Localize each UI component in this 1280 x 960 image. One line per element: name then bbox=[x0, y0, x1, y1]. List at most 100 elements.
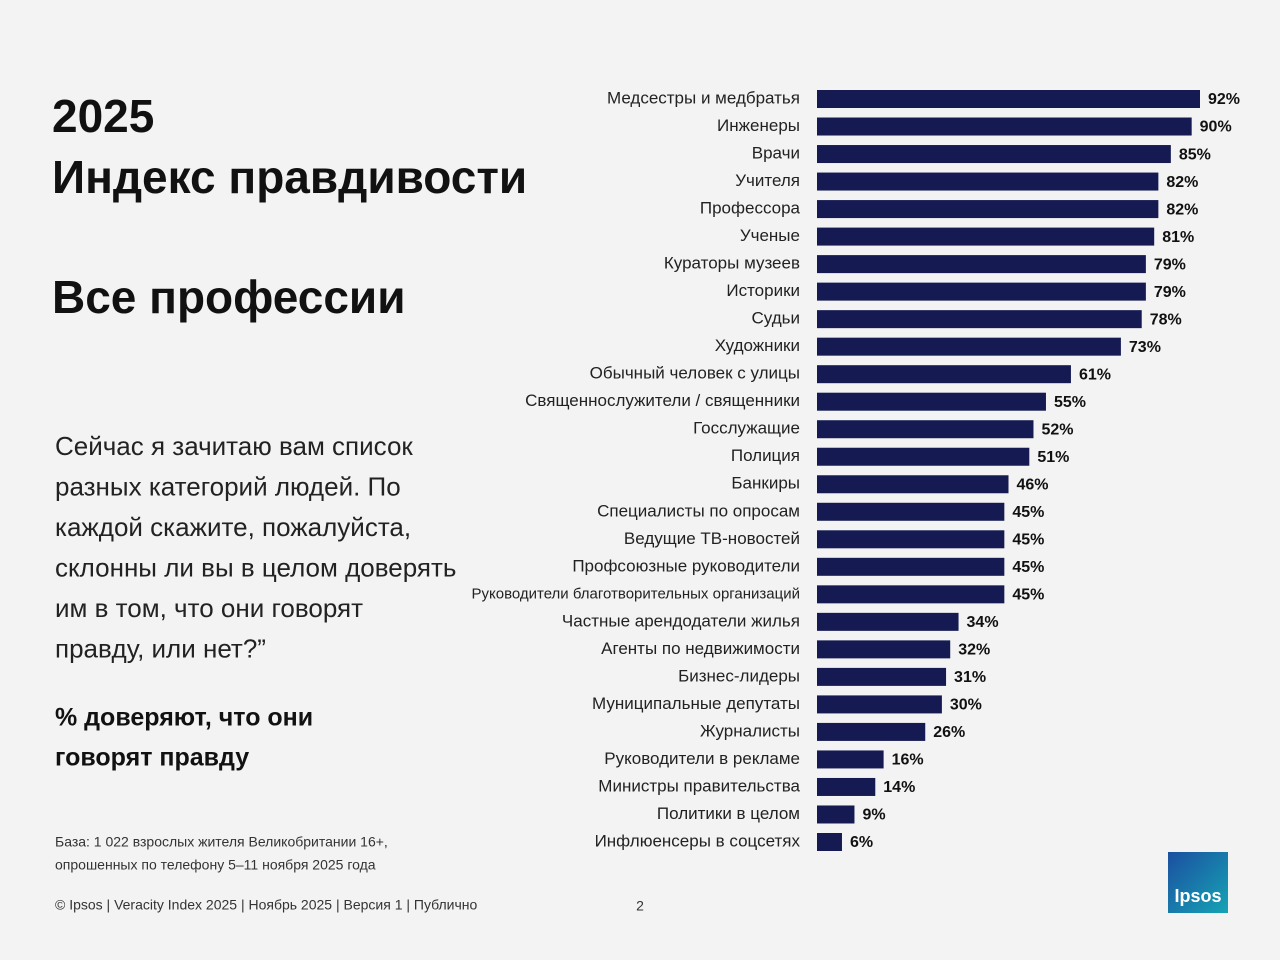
value-label: 55% bbox=[1054, 394, 1086, 411]
value-label: 45% bbox=[1012, 587, 1044, 604]
value-label: 51% bbox=[1037, 449, 1069, 466]
question-line: склонны ли вы в целом доверять bbox=[55, 552, 456, 582]
bar bbox=[817, 530, 1005, 549]
bar bbox=[817, 145, 1171, 164]
bar bbox=[817, 172, 1159, 191]
category-label: Медсестры и медбратья bbox=[607, 88, 800, 107]
bar bbox=[817, 282, 1146, 301]
category-label: Ученые bbox=[740, 226, 800, 245]
bar bbox=[817, 667, 947, 686]
bar bbox=[817, 365, 1071, 384]
footer: © Ipsos | Veracity Index 2025 | Ноябрь 2… bbox=[55, 897, 478, 913]
category-label: Политики в целом bbox=[657, 804, 800, 823]
value-label: 31% bbox=[954, 669, 986, 686]
value-label: 45% bbox=[1012, 504, 1044, 521]
value-label: 85% bbox=[1179, 146, 1211, 163]
question-line: правду, или нет?” bbox=[55, 633, 266, 663]
bar bbox=[817, 227, 1155, 246]
bar bbox=[817, 420, 1034, 439]
value-label: 52% bbox=[1041, 421, 1073, 438]
category-label: Банкиры bbox=[731, 474, 800, 493]
category-label: Журналисты bbox=[700, 721, 800, 740]
category-label: Руководители благотворительных организац… bbox=[471, 585, 800, 602]
bar bbox=[817, 117, 1192, 136]
measure-line: % доверяют, что они bbox=[55, 704, 313, 732]
page-number: 2 bbox=[636, 898, 644, 914]
value-label: 14% bbox=[883, 779, 915, 796]
category-label: Руководители в рекламе bbox=[604, 749, 800, 768]
bar bbox=[817, 447, 1030, 466]
value-label: 9% bbox=[862, 807, 885, 824]
bar bbox=[817, 805, 855, 824]
value-label: 32% bbox=[958, 642, 990, 659]
logo: Ipsos bbox=[1174, 886, 1221, 906]
value-label: 79% bbox=[1154, 256, 1186, 273]
category-label: Инфлюенсеры в соцсетях bbox=[595, 831, 801, 850]
bar bbox=[817, 640, 951, 659]
category-label: Профессора bbox=[700, 199, 801, 218]
category-label: Профсоюзные руководители bbox=[572, 556, 800, 575]
value-label: 82% bbox=[1166, 201, 1198, 218]
question-line: разных категорий людей. По bbox=[55, 471, 401, 501]
bar bbox=[817, 502, 1005, 521]
value-label: 6% bbox=[850, 834, 873, 851]
question-line: им в том, что они говорят bbox=[55, 593, 363, 623]
value-label: 34% bbox=[967, 614, 999, 631]
question-line: каждой скажите, пожалуйста, bbox=[55, 512, 411, 542]
value-label: 73% bbox=[1129, 339, 1161, 356]
bar bbox=[817, 90, 1200, 108]
title: Индекс правдивости bbox=[52, 151, 527, 203]
category-label: Специалисты по опросам bbox=[597, 501, 800, 520]
category-label: Ведущие ТВ-новостей bbox=[624, 529, 800, 548]
category-label: Художники bbox=[715, 336, 800, 355]
category-label: Агенты по недвижимости bbox=[601, 639, 800, 658]
value-label: 82% bbox=[1166, 174, 1198, 191]
bar bbox=[817, 200, 1159, 219]
category-label: Министры правительства bbox=[598, 776, 800, 795]
category-label: Учителя bbox=[735, 171, 800, 190]
value-label: 45% bbox=[1012, 532, 1044, 549]
value-label: 46% bbox=[1016, 476, 1048, 493]
category-label: Судьи bbox=[752, 309, 801, 328]
category-label: Кураторы музеев bbox=[664, 254, 800, 273]
year: 2025 bbox=[52, 90, 154, 142]
value-label: 30% bbox=[950, 697, 982, 714]
category-label: Частные арендодатели жилья bbox=[562, 611, 800, 630]
bar bbox=[817, 392, 1046, 411]
bar bbox=[817, 585, 1005, 604]
category-label: Священнослужители / священники bbox=[525, 391, 800, 410]
value-label: 16% bbox=[892, 752, 924, 769]
bar bbox=[817, 255, 1146, 274]
category-label: Муниципальные депутаты bbox=[592, 694, 800, 713]
value-label: 78% bbox=[1150, 311, 1182, 328]
bar bbox=[817, 750, 884, 769]
bar bbox=[817, 695, 942, 714]
value-label: 81% bbox=[1162, 229, 1194, 246]
category-label: Врачи bbox=[752, 144, 800, 163]
subtitle: Все профессии bbox=[52, 271, 406, 323]
category-label: Полиция bbox=[731, 446, 800, 465]
bar bbox=[817, 722, 926, 741]
category-label: Бизнес-лидеры bbox=[678, 666, 800, 685]
value-label: 92% bbox=[1208, 91, 1240, 108]
category-label: Инженеры bbox=[717, 116, 800, 135]
logo-box bbox=[1168, 852, 1228, 913]
value-label: 61% bbox=[1079, 366, 1111, 383]
bar bbox=[817, 310, 1142, 329]
measure-line: говорят правду bbox=[55, 744, 249, 772]
base-note: База: 1 022 взрослых жителя Великобритан… bbox=[55, 834, 388, 850]
question-line: Сейчас я зачитаю вам список bbox=[55, 431, 413, 461]
bar bbox=[817, 777, 876, 796]
base-note: опрошенных по телефону 5–11 ноября 2025 … bbox=[55, 857, 376, 873]
category-label: Госслужащие bbox=[693, 419, 800, 438]
category-label: Историки bbox=[726, 281, 800, 300]
bar bbox=[817, 557, 1005, 576]
bar bbox=[817, 833, 842, 851]
bar bbox=[817, 337, 1121, 356]
value-label: 45% bbox=[1012, 559, 1044, 576]
bar bbox=[817, 612, 959, 631]
value-label: 90% bbox=[1200, 119, 1232, 136]
value-label: 26% bbox=[933, 724, 965, 741]
category-label: Обычный человек с улицы bbox=[590, 364, 800, 383]
